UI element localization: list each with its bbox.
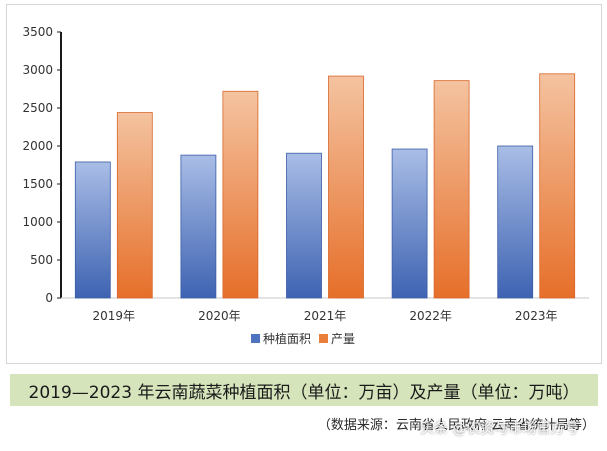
yield-bar: [116, 112, 153, 299]
legend-swatch: [319, 334, 328, 343]
yield-bar: [222, 90, 259, 299]
bars: [74, 73, 576, 299]
y-tick-label: 3500: [22, 25, 53, 39]
y-tick-label: 1000: [22, 215, 53, 229]
watermark: 头条 @农资与市场官方号: [420, 421, 579, 437]
x-tick-label: 2022年: [409, 309, 452, 323]
chart-panel: 0 500 1000 1500 2000 2500 3000 3500 2019年 2020年 2…: [6, 4, 602, 364]
x-tick-label: 2021年: [304, 309, 347, 323]
caption-bar: 2019—2023 年云南蔬菜种植面积（单位：万亩）及产量（单位：万吨）: [10, 374, 598, 406]
chart-caption: 2019—2023 年云南蔬菜种植面积（单位：万亩）及产量（单位：万吨）: [28, 382, 580, 403]
legend-swatch: [251, 334, 260, 343]
area-bar: [391, 148, 428, 299]
legend-label: 产量: [331, 332, 355, 346]
x-tick-label: 2023年: [515, 309, 558, 323]
area-bar: [497, 145, 534, 299]
y-axis-ticks: 0 500 1000 1500 2000 2500 3000 3500: [22, 25, 61, 305]
legend: 种植面积 产量: [251, 331, 355, 346]
y-tick-label: 2500: [22, 101, 53, 115]
yield-bar: [433, 80, 470, 299]
x-tick-label: 2019年: [93, 309, 136, 323]
legend-label: 种植面积: [263, 331, 311, 346]
source-note: （数据来源：云南省人民政府 云南省统计局等）: [317, 418, 595, 433]
area-bar: [286, 152, 322, 299]
y-tick-label: 2000: [22, 139, 53, 153]
yield-bar: [328, 75, 364, 299]
area-bar: [180, 154, 217, 299]
area-bar: [74, 161, 111, 299]
y-tick-label: 0: [45, 291, 53, 305]
x-axis-ticks: 2019年 2020年 2021年 2022年 2023年: [93, 309, 558, 323]
y-tick-label: 500: [30, 253, 53, 267]
y-tick-label: 3000: [22, 63, 53, 77]
x-tick-label: 2020年: [198, 309, 241, 323]
yield-bar: [539, 73, 576, 299]
y-tick-label: 1500: [22, 177, 53, 191]
